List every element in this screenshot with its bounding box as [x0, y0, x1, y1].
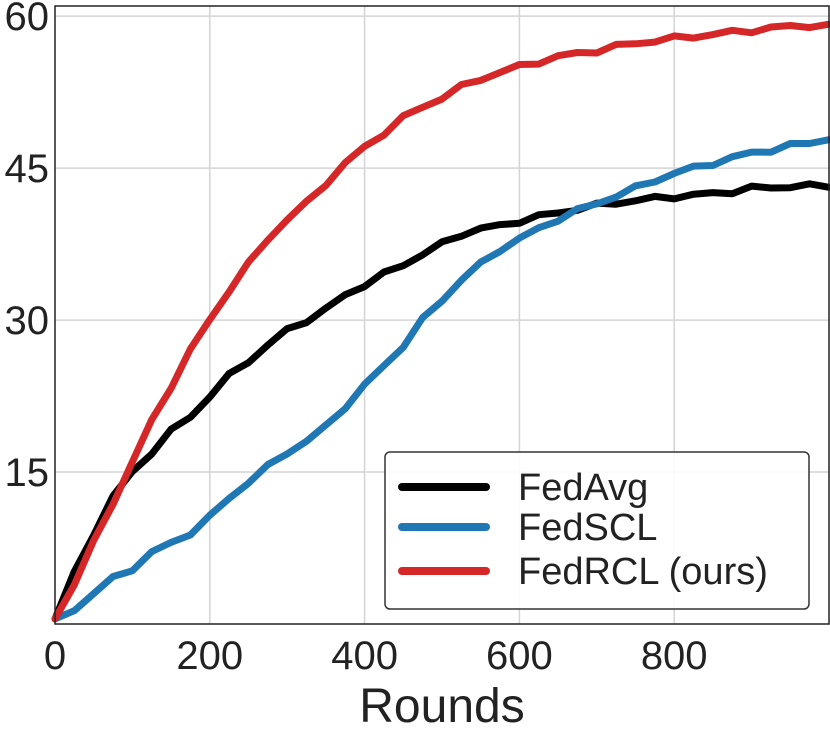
y-tick-label: 45	[5, 147, 50, 191]
series-line-fedscl	[51, 136, 830, 623]
legend-box	[384, 451, 810, 610]
plot-frame	[54, 5, 830, 625]
series-line-fedrcl-ours	[51, 20, 830, 623]
series-line-fedavg	[51, 180, 830, 623]
x-tick-label: 800	[641, 634, 708, 678]
x-axis-title: Rounds	[359, 680, 524, 733]
x-tick-label: 0	[44, 634, 66, 678]
legend-label: FedSCL	[518, 507, 657, 549]
legend-label: FedRCL (ours)	[518, 551, 768, 593]
y-tick-labels: 15 30 45 60	[5, 0, 50, 495]
x-tick-label: 400	[331, 634, 398, 678]
y-tick-label: 15	[5, 451, 50, 495]
legend-label: FedAvg	[518, 467, 648, 509]
x-tick-label: 600	[486, 634, 553, 678]
x-tick-labels: 0 200 400 600 800	[44, 634, 708, 678]
y-tick-label: 60	[5, 0, 50, 39]
series-lines	[51, 20, 830, 623]
x-tick-label: 200	[176, 634, 243, 678]
y-tick-label: 30	[5, 299, 50, 343]
